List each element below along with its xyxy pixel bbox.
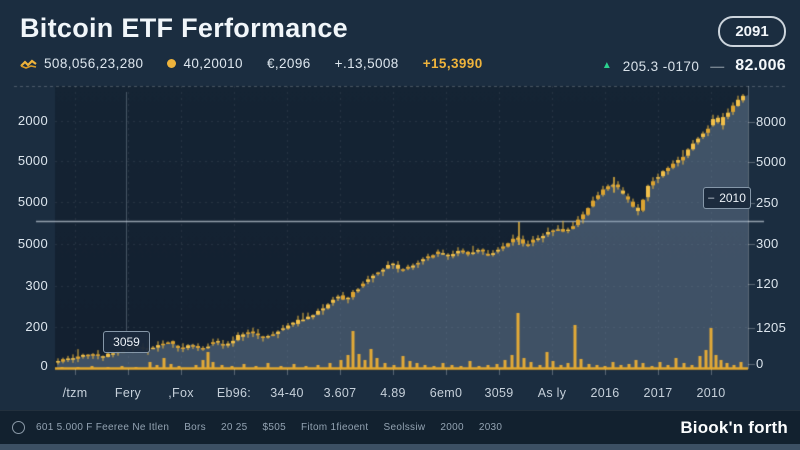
dash-separator: — [710,58,725,74]
y-axis-tick-right: 250 [756,195,779,210]
status-item: 20 25 [220,422,248,433]
price-tooltip-label: 3059 [113,335,140,349]
flag-label: 2010 [719,191,746,205]
y-axis-tick-left: 5000 [17,153,48,168]
flag-dash: – [708,192,715,204]
x-axis-label: 4.89 [380,386,406,400]
x-axis-label: Fery [114,386,142,400]
status-items: 601 5.000 F Feeree Ne Itlen Bors 20 25 $505… [36,422,502,433]
y-axis-tick-left: 5000 [17,194,48,209]
stat-item: 508,056,23,280 [20,56,143,71]
x-axis-label: As ly [537,386,567,400]
status-item: Bors [184,422,206,433]
status-item: 2030 [478,422,503,433]
circle-icon [12,421,25,434]
year-chip-button[interactable]: 2091 [718,16,786,47]
page-title: Bitcoin ETF Ferformance [20,13,348,43]
x-axis-label: 2010 [696,386,726,400]
stats-row: 508,056,23,280 40,20010 €,2096 +.13,5008 +15… [20,56,483,71]
stat-item: +15,3990 [423,56,483,71]
right-stats: ▲ 205.3 -0170 — 82.006 [602,57,786,75]
status-item: 2000 [440,422,464,433]
y-axis-tick-right: 1205 [756,320,787,335]
stat-value: €,2096 [266,56,311,71]
stat-value: 40,20010 [183,56,243,71]
green-up-icon: ▲ [601,60,612,71]
x-axis-label: 34-40 [270,386,304,400]
x-axis-label: 3.607 [323,386,357,400]
stat-value: +15,3990 [422,56,483,71]
stat-item: €,2096 [267,56,311,71]
stat-item: 40,20010 [167,56,243,71]
y-axis-tick-right: 8000 [756,114,787,129]
x-axis-label: ,Fox [168,386,194,400]
y-axis-tick-left: 0 [40,358,48,373]
y-axis-tick-right: 120 [756,276,779,291]
status-item: Fitom 1fieoent [300,422,369,433]
change-value: 205.3 -0170 [622,58,700,74]
y-axis-tick-right: 5000 [756,154,787,169]
price-tooltip: 3059 [103,331,150,353]
candlestick-icon [20,58,37,70]
status-item: 601 5.000 F Feeree Ne Itlen [36,422,170,433]
stat-item: +.13,5008 [335,56,399,71]
x-axis-label: 6em0 [429,386,463,400]
x-axis-label: /tzm [62,386,88,400]
current-value: 82.006 [735,57,786,74]
x-axis-label: 3059 [484,386,514,400]
dot-icon [167,59,177,68]
status-bar: 601 5.000 F Feeree Ne Itlen Bors 20 25 $505… [0,410,800,444]
y-axis-tick-right: 0 [756,356,764,371]
x-axis-label: 2016 [590,386,620,400]
y-axis-tick-left: 5000 [17,236,48,251]
stat-value: 508,056,23,280 [44,56,144,71]
y-axis-tick-left: 200 [25,319,48,334]
x-axis-label: Eb96: [216,386,252,400]
y-axis-tick-left: 2000 [17,113,48,128]
x-axis-label: 2017 [643,386,673,400]
y-axis-tick-left: 300 [25,278,48,293]
last-price-flag: – 2010 [703,187,751,209]
stat-value: +.13,5008 [334,56,399,71]
y-axis-tick-right: 300 [756,236,779,251]
status-item: $505 [262,422,286,433]
bottom-strip [0,444,800,450]
brand-logo: Biook'n forth [680,417,788,437]
status-item: Seolssiw [383,422,426,433]
